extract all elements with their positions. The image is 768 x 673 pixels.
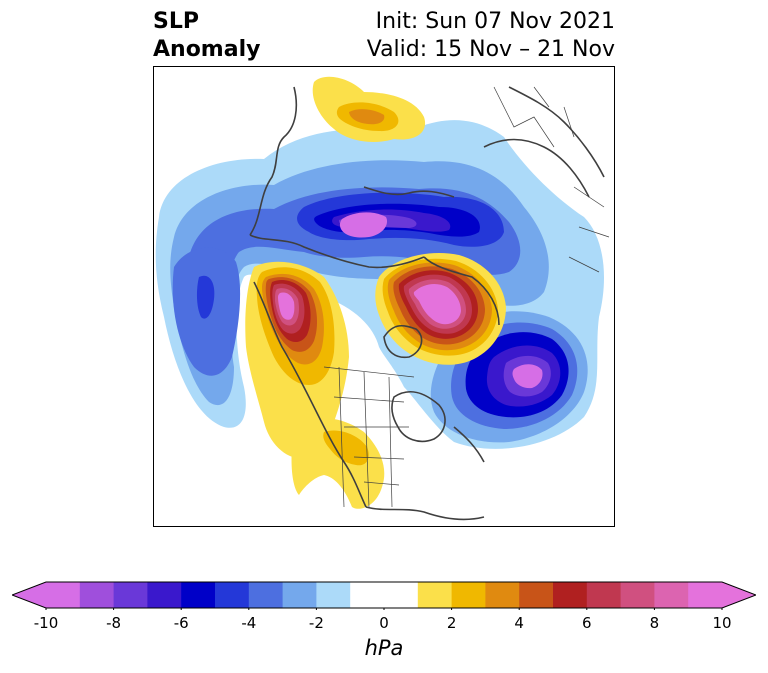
pacific-low — [172, 247, 241, 376]
map-panel — [153, 66, 615, 527]
colorbar-tick-label: 10 — [712, 614, 732, 632]
colorbar-bin-16 — [620, 582, 655, 608]
colorbar-bin-15 — [586, 582, 622, 608]
colorbar-extend-high — [722, 582, 756, 608]
colorbar-units: hPa — [364, 636, 404, 660]
colorbar-bin-1 — [79, 582, 115, 608]
colorbar-bin-9 — [350, 582, 419, 608]
valid-range: Valid: 15 Nov – 21 Nov — [366, 37, 615, 62]
colorbar-tick-label: 0 — [379, 614, 389, 632]
colorbar-extend-low — [12, 582, 46, 608]
colorbar-bin-4 — [181, 582, 216, 608]
colorbar-tick-label: 6 — [582, 614, 592, 632]
init-date: Init: Sun 07 Nov 2021 — [375, 9, 615, 34]
variable-subtitle: Anomaly — [153, 37, 261, 62]
colorbar — [10, 580, 758, 610]
colorbar-bin-18 — [688, 582, 723, 608]
colorbar-bin-17 — [654, 582, 689, 608]
title-right: Init: Sun 07 Nov 2021 Valid: 15 Nov – 21… — [367, 8, 615, 64]
colorbar-bin-8 — [316, 582, 351, 608]
colorbar-bin-13 — [519, 582, 554, 608]
colorbar-bin-11 — [451, 582, 486, 608]
colorbar-svg — [10, 581, 758, 610]
political-borders — [323, 86, 610, 508]
variable-title: SLP — [153, 9, 199, 34]
colorbar-tick-label: 8 — [649, 614, 660, 632]
colorbar-tick-label: 4 — [514, 614, 524, 632]
colorbar-bin-14 — [553, 582, 588, 608]
coastlines — [249, 86, 605, 521]
colorbar-bin-2 — [113, 582, 148, 608]
colorbar-bin-3 — [147, 582, 182, 608]
colorbar-tick-label: -6 — [173, 614, 189, 632]
positive-anomalies — [245, 76, 506, 509]
colorbar-bin-6 — [248, 582, 284, 608]
colorbar-bin-10 — [417, 582, 453, 608]
colorbar-bin-12 — [485, 582, 520, 608]
colorbar-tick-label: -10 — [33, 614, 59, 632]
colorbar-bin-7 — [282, 582, 317, 608]
colorbar-tick-label: -2 — [308, 614, 324, 632]
colorbar-bin-5 — [215, 582, 250, 608]
colorbar-bin-0 — [46, 582, 81, 608]
colorbar-tick-label: -4 — [241, 614, 257, 632]
colorbar-tick-label: -8 — [106, 614, 122, 632]
anomaly-map — [154, 67, 614, 526]
colorbar-tick-label: 2 — [446, 614, 457, 632]
title-left: SLP Anomaly — [153, 8, 260, 64]
